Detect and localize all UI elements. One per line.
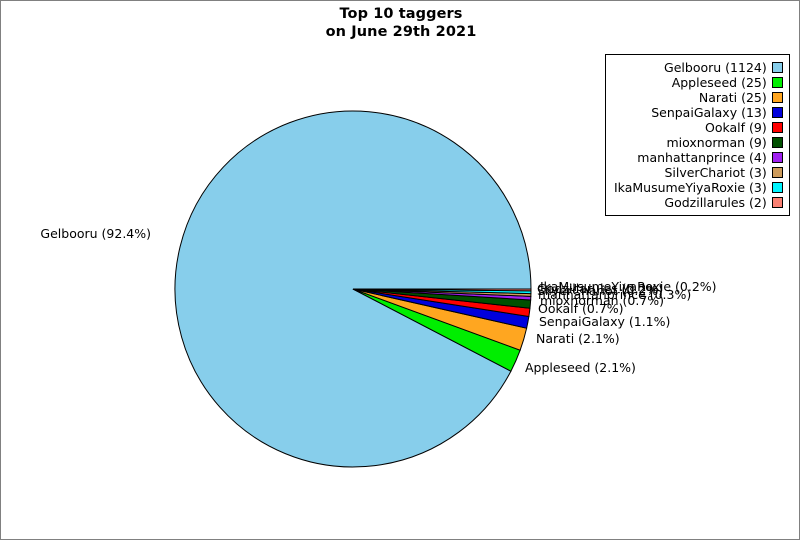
legend-item[interactable]: Appleseed (25)	[614, 75, 783, 90]
wedge-label-senpaigalaxy: SenpaiGalaxy (1.1%)	[539, 314, 671, 329]
legend-color-swatch	[771, 167, 783, 178]
wedge-label-appleseed: Appleseed (2.1%)	[525, 360, 636, 375]
legend-item-label: Godzillarules (2)	[664, 195, 767, 210]
wedge-label-manhattanprince: manhattanprince (0.3%)	[538, 287, 692, 302]
legend-item[interactable]: Gelbooru (1124)	[614, 60, 783, 75]
legend-item-label: SilverChariot (3)	[664, 165, 767, 180]
legend-item[interactable]: mioxnorman (9)	[614, 135, 783, 150]
legend-color-swatch	[771, 92, 783, 103]
legend-item-label: SenpaiGalaxy (13)	[651, 105, 767, 120]
legend: Gelbooru (1124) Appleseed (25) Narati (25)…	[605, 54, 790, 216]
wedge-label-silverchariot: SilverChariot (0.2%)	[537, 283, 664, 298]
wedge-label-gelbooru: Gelbooru (92.4%)	[40, 226, 151, 241]
wedge-label-narati: Narati (2.1%)	[536, 331, 620, 346]
legend-item[interactable]: Godzillarules (2)	[614, 195, 783, 210]
wedge-label-ikamusumeyiyaroxie: IkaMusumeYiyaRoxie (0.2%)	[540, 279, 717, 294]
pie-slice-group	[174, 110, 532, 468]
wedge-label-godzillarules: Godzillarules (0.2%)	[537, 281, 664, 296]
pie-slice-manhattanprince[interactable]	[352, 288, 532, 301]
pie-slice-ookalf[interactable]	[352, 288, 531, 318]
legend-item-label: IkaMusumeYiyaRoxie (3)	[614, 180, 767, 195]
legend-item[interactable]: Narati (25)	[614, 90, 783, 105]
legend-color-swatch	[771, 137, 783, 148]
legend-item[interactable]: SilverChariot (3)	[614, 165, 783, 180]
legend-item-label: Gelbooru (1124)	[664, 60, 767, 75]
pie-slice-appleseed[interactable]	[352, 288, 521, 372]
chart-title: Top 10 taggers on June 29th 2021	[1, 5, 799, 41]
pie-slice-senpaigalaxy[interactable]	[352, 288, 530, 329]
legend-color-swatch	[771, 152, 783, 163]
pie-slice-mioxnorman[interactable]	[352, 288, 532, 309]
legend-color-swatch	[771, 107, 783, 118]
legend-item-label: mioxnorman (9)	[666, 135, 767, 150]
legend-color-swatch	[771, 62, 783, 73]
chart-title-line2: on June 29th 2021	[325, 24, 477, 40]
wedge-label-ookalf: Ookalf (0.7%)	[538, 301, 624, 316]
pie-slice-gelbooru[interactable]	[174, 110, 532, 468]
legend-item-label: manhattanprince (4)	[637, 150, 767, 165]
legend-color-swatch	[771, 122, 783, 133]
legend-color-swatch	[771, 77, 783, 88]
chart-title-line1: Top 10 taggers	[339, 6, 463, 22]
legend-item[interactable]: manhattanprince (4)	[614, 150, 783, 165]
legend-item[interactable]: SenpaiGalaxy (13)	[614, 105, 783, 120]
legend-item-label: Narati (25)	[698, 90, 767, 105]
pie-slice-silverchariot[interactable]	[352, 288, 532, 297]
pie-slice-godzillarules[interactable]	[352, 288, 532, 292]
legend-item-label: Ookalf (9)	[705, 120, 767, 135]
legend-item[interactable]: IkaMusumeYiyaRoxie (3)	[614, 180, 783, 195]
pie-slice-narati[interactable]	[352, 288, 528, 351]
legend-color-swatch	[771, 182, 783, 193]
wedge-label-mioxnorman: mioxnorman (0.7%)	[540, 293, 665, 308]
legend-item[interactable]: Ookalf (9)	[614, 120, 783, 135]
pie-slice-ikamusumeyiyaroxie[interactable]	[352, 288, 532, 295]
legend-color-swatch	[771, 197, 783, 208]
legend-item-label: Appleseed (25)	[671, 75, 767, 90]
